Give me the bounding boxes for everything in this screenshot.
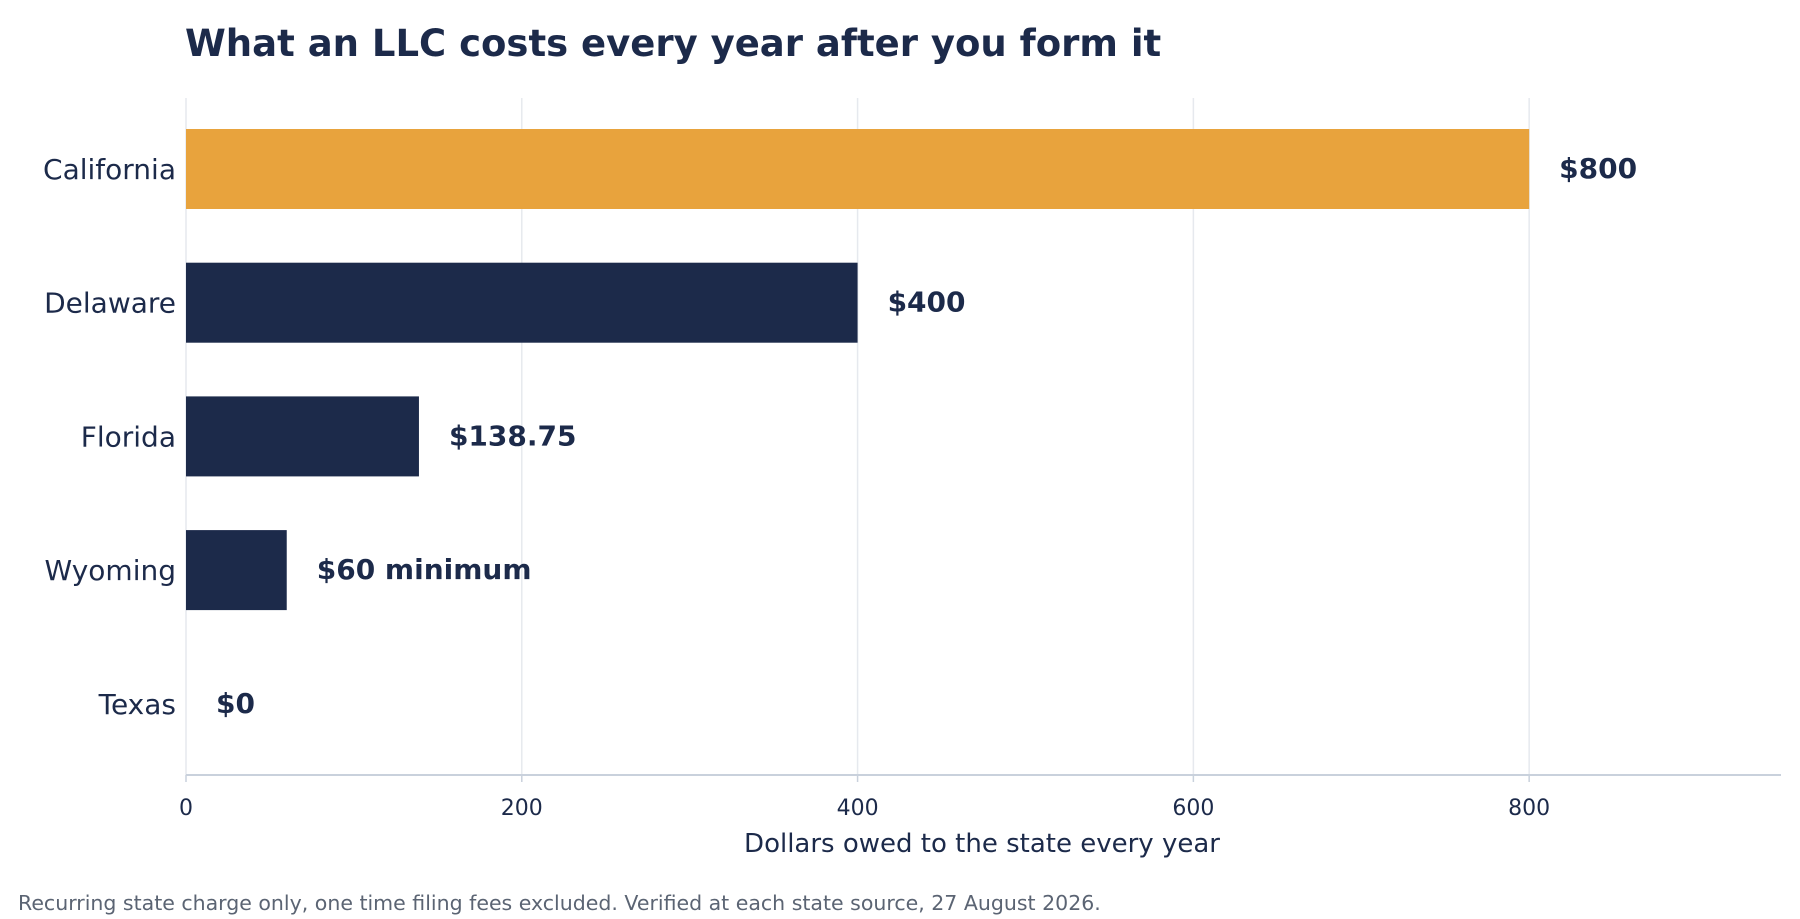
footnote: Recurring state charge only, one time fi… [18,891,1101,915]
x-tick-label: 400 [837,796,879,821]
data-label-texas: $0 [216,687,255,720]
chart-title: What an LLC costs every year after you f… [185,22,1162,65]
x-axis: 0 200 400 600 800 [179,774,1781,821]
data-label-california: $800 [1559,152,1637,185]
bar-delaware [186,262,858,343]
bar-california [186,129,1530,209]
category-label-delaware: Delaware [44,287,176,320]
data-label-florida: $138.75 [449,419,577,452]
x-tick-label: 0 [179,796,193,821]
data-label-wyoming: $60 minimum [317,553,532,586]
category-label-wyoming: Wyoming [45,554,176,587]
category-label-florida: Florida [81,420,176,453]
bar-florida [186,396,419,477]
x-axis-title: Dollars owed to the state every year [744,829,1220,859]
data-label-delaware: $400 [888,286,966,319]
category-label-texas: Texas [98,688,176,721]
x-tick-label: 600 [1172,796,1214,821]
x-tick-label: 800 [1508,796,1550,821]
bars [186,129,1530,611]
gridlines [185,98,1530,775]
labels: California $800 Delaware $400 Florida $138.75… [43,152,1637,721]
category-label-california: California [43,153,176,186]
bar-wyoming [186,530,287,611]
x-tick-label: 200 [501,796,543,821]
